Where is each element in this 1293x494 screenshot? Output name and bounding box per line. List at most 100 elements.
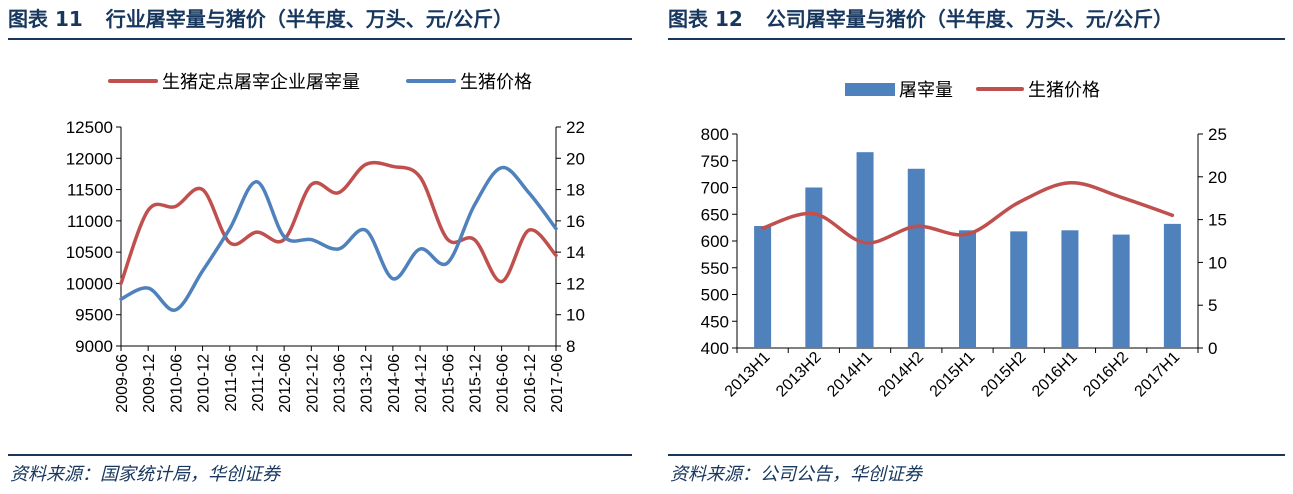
fig12-line-point: [1171, 214, 1173, 216]
fig11-series-2-point: [555, 228, 557, 230]
fig12-bar: [959, 230, 976, 348]
fig11-series-2-point: [392, 278, 394, 280]
fig11-x-tick-label: 2014-06: [386, 354, 403, 413]
fig12-right-tick-label: 10: [1208, 253, 1227, 272]
fig12-right-tick-label: 5: [1208, 296, 1217, 315]
fig11-series-1-point: [473, 239, 476, 241]
fig12-right-tick-label: 25: [1208, 125, 1227, 144]
fig12-bar: [856, 152, 874, 348]
fig11-left-tick-label: 12500: [66, 118, 113, 137]
fig11-x-tick-label: 2010-12: [196, 354, 213, 413]
figure-11-bottom-rule: [8, 454, 632, 456]
fig11-right-tick-label: 8: [566, 337, 575, 356]
fig12-left-tick-label: 600: [701, 232, 729, 251]
fig12-bar: [805, 187, 823, 348]
fig12-x-tick-label: 2016H2: [1080, 349, 1132, 401]
fig11-series-2-point: [419, 248, 421, 250]
fig11-series-1-point: [365, 163, 367, 166]
fig11-x-tick-label: 2015-12: [467, 354, 484, 413]
fig11-series-2-point: [337, 248, 340, 250]
fig12-right-tick-label: 0: [1208, 339, 1217, 358]
fig11-series-2-point: [120, 298, 122, 300]
fig12-right-tick-label: 20: [1208, 168, 1227, 187]
fig11-right-tick-label: 16: [566, 212, 585, 231]
fig11-series-2-point: [256, 181, 258, 183]
fig11-right-tick-label: 10: [566, 306, 585, 325]
fig11-legend-label-2: 生猪价格: [460, 72, 532, 92]
fig12-line-point: [1069, 182, 1071, 184]
fig11-series-2-point: [229, 228, 231, 230]
fig12-left-tick-label: 700: [701, 179, 729, 198]
fig12-x-tick-label: 2017H1: [1132, 349, 1184, 401]
fig12-legend-swatch-bar: [845, 83, 895, 96]
fig11-series-line-1: [119, 160, 558, 286]
fig11-series-2-point: [528, 192, 530, 194]
fig12-line-point: [864, 242, 866, 244]
fig11-series-1-point: [310, 183, 312, 186]
fig11-series-1-point: [229, 242, 231, 244]
fig11-series-2-point: [147, 287, 149, 289]
figure-12-title-text: 公司屠宰量与猪价（半年度、万头、元/公斤）: [765, 7, 1174, 31]
fig11-series-line-2: [119, 165, 558, 312]
fig12-line-point: [813, 213, 815, 215]
fig11-left-tick-label: 9500: [75, 306, 113, 325]
fig12-bar: [754, 226, 772, 348]
fig11-series-1-point: [147, 209, 149, 211]
fig11-x-tick-label: 2016-12: [522, 354, 539, 413]
fig12-line-point: [762, 227, 764, 229]
fig11-series-2-point: [174, 309, 176, 311]
fig12-line-point: [1120, 196, 1122, 198]
fig11-x-tick-label: 2015-06: [440, 354, 457, 413]
fig12-x-tick-label: 2014H2: [875, 349, 927, 401]
figure-12-source: 资料来源：公司公告，华创证券: [670, 464, 922, 485]
fig11-right-tick-label: 14: [566, 243, 585, 262]
fig11-series-1-point: [392, 165, 394, 168]
fig11-series-2-point: [310, 239, 312, 241]
figure-11-number: 11: [54, 7, 83, 31]
figure-11-title-text: 行业屠宰量与猪价（半年度、万头、元/公斤）: [105, 7, 514, 31]
figure-12-top-rule: [668, 38, 1285, 40]
fig11-x-tick-label: 2012-12: [304, 354, 321, 413]
fig11-series-2-point: [283, 235, 285, 238]
fig11-series-2-point: [501, 167, 503, 169]
fig12-x-tick-label: 2013H2: [773, 349, 825, 401]
fig12-left-tick-label: 400: [701, 339, 729, 358]
fig11-series-1-point: [201, 188, 204, 191]
fig11-right-tick-label: 18: [566, 181, 585, 200]
fig12-x-tick-label: 2016H1: [1029, 349, 1081, 401]
fig12-left-tick-label: 450: [701, 312, 729, 331]
fig11-left-tick-label: 10000: [66, 274, 113, 293]
fig12-left-tick-label: 650: [701, 205, 729, 224]
fig12-left-tick-label: 800: [701, 125, 729, 144]
fig12-line-point: [966, 233, 969, 235]
fig11-x-tick-label: 2016-06: [495, 354, 512, 413]
fig11-left-tick-label: 9000: [75, 337, 113, 356]
fig11-left-tick-label: 11000: [67, 212, 113, 231]
fig11-x-tick-label: 2013-12: [359, 354, 376, 413]
fig11-right-tick-label: 22: [566, 118, 585, 137]
fig12-left-tick-label: 750: [701, 152, 729, 171]
fig12-line-point: [1018, 201, 1020, 204]
fig11-left-tick-label: 10500: [66, 243, 113, 262]
fig12-x-tick-label: 2015H1: [927, 349, 979, 401]
fig11-series-1-point: [283, 239, 285, 241]
figure-11-chart: 9000 9500 10000 10500 11000 11500 12000 12500 8 1…: [66, 72, 585, 413]
figure-11-label: 图表: [8, 7, 48, 31]
fig11-series-2-point: [446, 262, 448, 264]
fig12-legend-label-bar: 屠宰量: [899, 80, 953, 100]
fig11-series-1-point: [256, 231, 258, 233]
fig11-x-tick-label: 2014-12: [413, 354, 430, 413]
fig12-bar: [1061, 230, 1079, 348]
fig11-series-1-point: [446, 238, 448, 240]
fig11-left-tick-label: 11500: [67, 181, 113, 200]
fig11-series-1-point: [555, 254, 557, 256]
fig12-right-tick-label: 15: [1208, 211, 1227, 230]
fig11-right-tick-label: 20: [566, 149, 585, 168]
fig11-x-tick-label: 2017-06: [549, 354, 566, 413]
figure-11-source: 资料来源：国家统计局，华创证券: [10, 464, 280, 485]
fig11-right-tick-label: 12: [566, 274, 585, 293]
fig11-x-tick-label: 2012-06: [277, 354, 294, 413]
fig12-left-tick-label: 500: [701, 286, 729, 305]
fig11-series-1-point: [528, 229, 530, 231]
figure-11-top-rule: [8, 38, 632, 40]
